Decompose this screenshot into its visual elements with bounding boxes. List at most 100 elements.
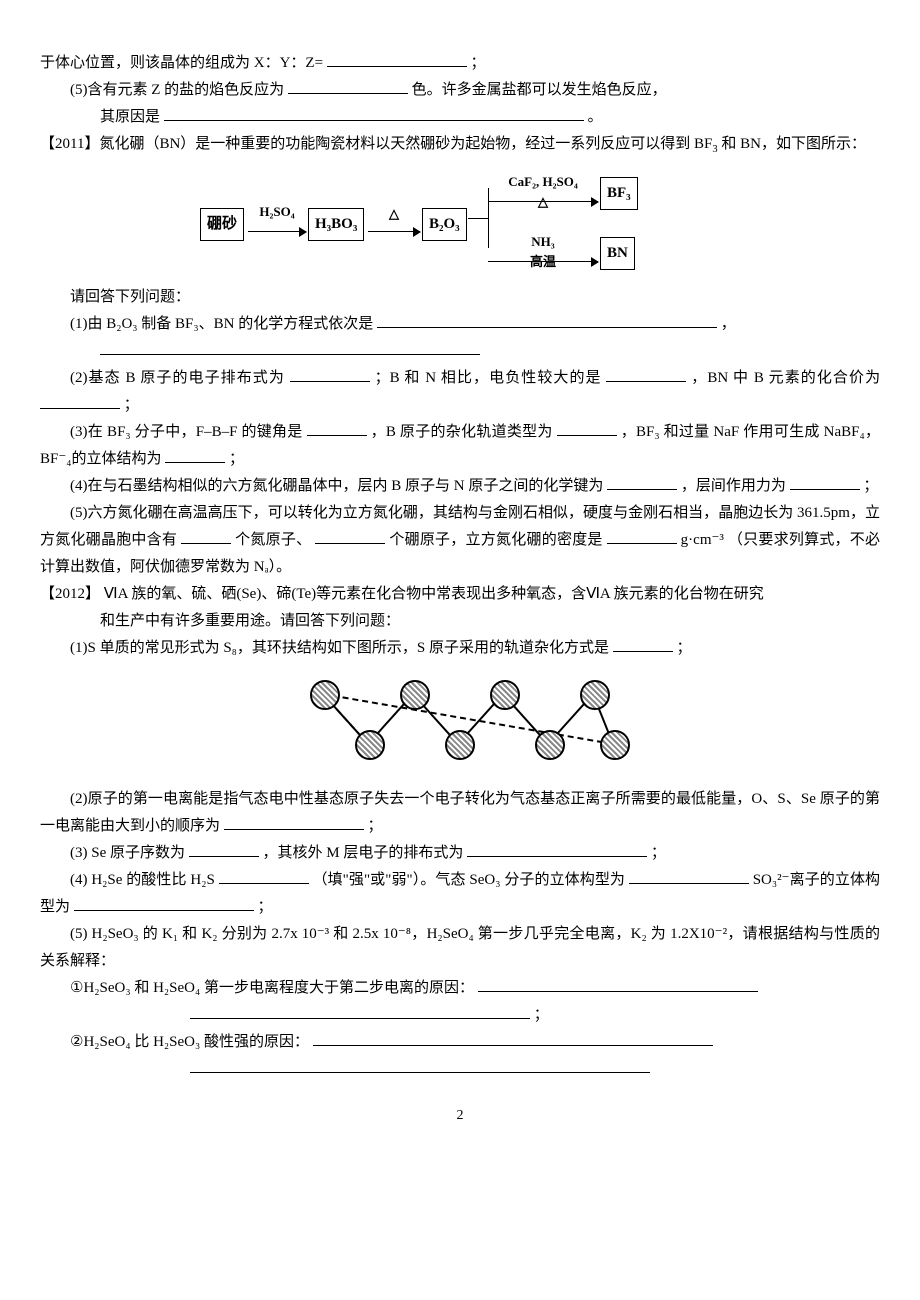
q2011-p4: (4)在与石墨结构相似的六方氮化硼晶体中，层内 B 原子与 N 原子之间的化学键…: [40, 473, 880, 500]
q2012-p2: (2)原子的第一电离能是指气态电中性基态原子失去一个电子转化为气态基态正离子所需…: [40, 786, 880, 840]
text: ；: [471, 55, 486, 71]
text: ，BN 中 B 元素的化合价为: [691, 370, 880, 386]
q2012-p5-1b: ；: [40, 1002, 880, 1029]
text: ；: [863, 478, 878, 494]
q2012-intro2: 和生产中有许多重要用途。请回答下列问题：: [40, 608, 880, 635]
blank: [224, 829, 364, 830]
text: ，: [721, 316, 736, 332]
arrow-label: H₂SO₄: [259, 200, 294, 223]
blank: [165, 462, 225, 463]
blank: [629, 883, 749, 884]
s8-atom: [535, 730, 565, 760]
text: ；: [258, 899, 273, 915]
q-prev-line3: 其原因是 。: [40, 104, 880, 131]
text: (1)S 单质的常见形式为 S₈，其环扶结构如下图所示，S 原子采用的轨道杂化方…: [70, 640, 609, 656]
s8-diagram: [40, 674, 880, 774]
blank: [190, 1072, 650, 1073]
blank: [606, 381, 686, 382]
q2012-intro: 【2012】 ⅥA 族的氧、硫、硒(Se)、碲(Te)等元素在化合物中常表现出多…: [40, 581, 880, 608]
arrow-label: △: [538, 190, 548, 213]
q-prev-line1: 于体心位置，则该晶体的组成为 X：Y：Z= ；: [40, 50, 880, 77]
text: (3) Se 原子序数为: [70, 845, 185, 861]
q-prev-line2: (5)含有元素 Z 的盐的焰色反应为 色。许多金属盐都可以发生焰色反应，: [40, 77, 880, 104]
q2012-p4: (4) H₂Se 的酸性比 H₂S （填"强"或"弱"）。气态 SeO₃ 分子的…: [40, 867, 880, 921]
q2011-p5: (5)六方氮化硼在高温高压下，可以转化为立方氮化硼，其结构与金刚石相似，硬度与金…: [40, 500, 880, 581]
q2012-p1: (1)S 单质的常见形式为 S₈，其环扶结构如下图所示，S 原子采用的轨道杂化方…: [40, 635, 880, 662]
blank: [327, 66, 467, 67]
blank: [607, 489, 677, 490]
blank: [307, 435, 367, 436]
text: (2)基态 B 原子的电子排布式为: [70, 370, 285, 386]
text: (4) H₂Se 的酸性比 H₂S: [70, 872, 215, 888]
text: 和 BN，如下图所示：: [718, 136, 866, 152]
blank: [190, 1018, 530, 1019]
text: (3)在 BF₃ 分子中，F–B–F 的键角是: [70, 424, 303, 440]
s8-atom: [580, 680, 610, 710]
text: ；: [534, 1007, 549, 1023]
text: （填"强"或"弱"）。气态 SeO₃ 分子的立体构型为: [313, 872, 626, 888]
blank: [377, 327, 717, 328]
s8-atom: [490, 680, 520, 710]
text: 其原因是: [100, 109, 160, 125]
text: ；: [677, 640, 692, 656]
blank: [313, 1045, 713, 1046]
q2011-p1b: [40, 338, 880, 365]
q2011-p2: (2)基态 B 原子的电子排布式为 ；B 和 N 相比，电负性较大的是 ，BN …: [40, 365, 880, 419]
flow-diagram: 硼砂 H₂SO₄ H₃BO₃ △ B₂O₃ CaF₂, H₂SO₄ △ BF₃: [40, 172, 880, 272]
text: 【2011】氮化硼（BN）是一种重要的功能陶瓷材料以天然硼砂为起始物，经过一系列…: [40, 136, 712, 152]
q2012-p5-2b: [40, 1056, 880, 1083]
flow-node: H₃BO₃: [308, 208, 364, 241]
blank: [181, 543, 231, 544]
blank: [607, 543, 677, 544]
flow-node: BN: [600, 237, 635, 270]
flow-node: BF₃: [600, 177, 638, 210]
blank: [40, 408, 120, 409]
text: (2)原子的第一电离能是指气态电中性基态原子失去一个电子转化为气态基态正离子所需…: [40, 791, 880, 834]
text: 个硼原子，立方氮化硼的密度是: [389, 532, 602, 548]
blank: [219, 883, 309, 884]
text: 于体心位置，则该晶体的组成为 X：Y：Z=: [40, 55, 323, 71]
text: ；: [651, 845, 666, 861]
q2012-p5-1: ①H₂SeO₃ 和 H₂SeO₄ 第一步电离程度大于第二步电离的原因：: [40, 975, 880, 1002]
arrow-label: △: [389, 202, 399, 225]
blank: [74, 910, 254, 911]
q2012-p5: (5) H₂SeO₃ 的 K₁ 和 K₂ 分别为 2.7x 10⁻³ 和 2.5…: [40, 921, 880, 975]
q2011-intro: 【2011】氮化硼（BN）是一种重要的功能陶瓷材料以天然硼砂为起始物，经过一系列…: [40, 131, 880, 160]
q2011-p3: (3)在 BF₃ 分子中，F–B–F 的键角是 ，B 原子的杂化轨道类型为 ，B…: [40, 419, 880, 473]
blank: [290, 381, 370, 382]
blank: [315, 543, 385, 544]
text: 。: [588, 109, 603, 125]
blank: [100, 354, 480, 355]
s8-atom: [445, 730, 475, 760]
text: 色。许多金属盐都可以发生焰色反应，: [412, 82, 667, 98]
text: ，层间作用力为: [681, 478, 786, 494]
q2011-prompt: 请回答下列问题：: [40, 284, 880, 311]
blank: [790, 489, 860, 490]
text: ，B 原子的杂化轨道类型为: [371, 424, 553, 440]
text: 个氮原子、: [235, 532, 311, 548]
blank: [189, 856, 259, 857]
q2012-p5-2: ②H₂SeO₄ 比 H₂SeO₃ 酸性强的原因：: [40, 1029, 880, 1056]
text: (4)在与石墨结构相似的六方氮化硼晶体中，层内 B 原子与 N 原子之间的化学键…: [70, 478, 603, 494]
text: ；: [368, 818, 383, 834]
text: ；B 和 N 相比，电负性较大的是: [375, 370, 602, 386]
flow-node: B₂O₃: [422, 208, 467, 241]
q2011-p1: (1)由 B₂O₃ 制备 BF₃、BN 的化学方程式依次是 ，: [40, 311, 880, 338]
s8-atom: [355, 730, 385, 760]
q2012-p3: (3) Se 原子序数为 ，其核外 M 层电子的排布式为 ；: [40, 840, 880, 867]
text: ；: [124, 397, 139, 413]
s8-atom: [310, 680, 340, 710]
blank: [288, 93, 408, 94]
blank: [613, 651, 673, 652]
blank: [557, 435, 617, 436]
blank: [164, 120, 584, 121]
text: ；: [229, 451, 244, 467]
text: ，其核外 M 层电子的排布式为: [263, 845, 464, 861]
text: ①H₂SeO₃ 和 H₂SeO₄ 第一步电离程度大于第二步电离的原因：: [70, 980, 474, 996]
blank: [478, 991, 758, 992]
s8-atom: [400, 680, 430, 710]
text: (1)由 B₂O₃ 制备 BF₃、BN 的化学方程式依次是: [70, 316, 373, 332]
arrow-label: 高温: [530, 250, 556, 273]
page-number: 2: [40, 1103, 880, 1128]
flow-node: 硼砂: [200, 208, 244, 241]
